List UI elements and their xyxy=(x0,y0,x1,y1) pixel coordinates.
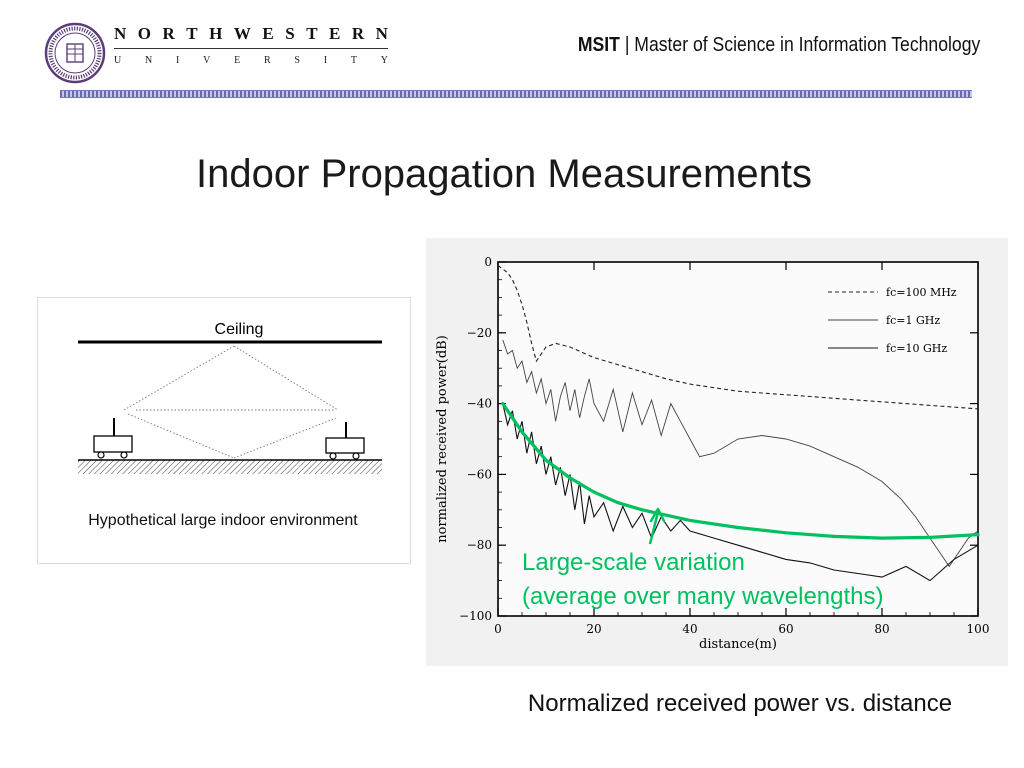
y-tick-label: 0 xyxy=(484,255,492,269)
annotation-line-2: (average over many wavelengths) xyxy=(522,583,884,610)
annotation-arrow-head xyxy=(649,507,666,523)
x-axis-label: distance(m) xyxy=(699,637,777,652)
series-line-fc-100-mhz xyxy=(497,265,979,410)
letter: E xyxy=(262,24,274,43)
diagram-drawing: Ceiling xyxy=(78,321,382,474)
legend-label: fc=10 GHz xyxy=(886,342,947,355)
letter: H xyxy=(209,24,223,43)
transmitter-cart xyxy=(93,418,133,459)
program-name: Master of Science in Information Technol… xyxy=(633,34,980,56)
y-tick-label: −60 xyxy=(467,467,492,481)
x-tick-label: 80 xyxy=(874,622,889,636)
program-abbr: MSIT xyxy=(577,34,620,56)
annotation-arrow-shaft xyxy=(648,511,660,545)
legend-label: fc=1 GHz xyxy=(886,314,940,327)
y-tick-label: −80 xyxy=(467,538,492,552)
plot-panel: 0 20 40 60 80 100 0 −20 −40 −60 −80 −100 distance(m)… xyxy=(426,238,1008,666)
letter: W xyxy=(233,24,251,43)
x-tick-label: 40 xyxy=(682,622,697,636)
propagation-paths xyxy=(123,345,339,459)
letter: T xyxy=(186,24,198,43)
x-tick-label: 60 xyxy=(778,622,793,636)
y-tick-label: −100 xyxy=(459,609,492,623)
letter: T xyxy=(350,55,357,66)
plot-caption: Normalized received power vs. distance xyxy=(527,690,953,717)
letter: R xyxy=(162,24,175,43)
letter: N xyxy=(375,24,388,43)
slide-title: Indoor Propagation Measurements xyxy=(196,152,812,196)
letter: E xyxy=(234,55,241,66)
y-axis-label: normalized received power(dB) xyxy=(435,335,450,543)
letter: R xyxy=(263,55,271,66)
y-tick-label: −20 xyxy=(467,326,492,340)
series-line-fc-1-ghz xyxy=(502,339,979,568)
ceiling-label: Ceiling xyxy=(215,321,264,338)
series-line-fc-10-ghz xyxy=(502,403,979,582)
letter: T xyxy=(306,24,318,43)
letter: R xyxy=(351,24,365,43)
power-distance-chart: 0 20 40 60 80 100 0 −20 −40 −60 −80 −100 distance(m)… xyxy=(435,255,990,652)
program-separator: | xyxy=(624,34,630,56)
letter: S xyxy=(294,55,300,66)
letter: V xyxy=(203,55,211,66)
header-band xyxy=(60,90,972,98)
x-tick-label: 100 xyxy=(967,622,990,636)
letter: I xyxy=(323,55,328,66)
floor-hatch xyxy=(78,460,382,474)
receiver-cart xyxy=(325,422,365,460)
letter: U xyxy=(114,55,122,66)
x-tick-label: 0 xyxy=(494,622,502,636)
indoor-environment-diagram: Ceiling xyxy=(37,297,411,564)
legend-label: fc=100 MHz xyxy=(886,286,957,299)
series-line-large-scale-variation xyxy=(501,402,980,540)
university-seal-icon xyxy=(44,22,106,84)
letter: O xyxy=(137,24,152,43)
annotation-line-1: Large-scale variation xyxy=(522,549,745,576)
letter: N xyxy=(145,55,153,66)
university-rule xyxy=(114,48,388,49)
letter: Y xyxy=(380,55,388,66)
program-heading: MSIT | Master of Science in Information … xyxy=(578,34,980,57)
letter: E xyxy=(329,24,341,43)
x-tick-label: 20 xyxy=(586,622,601,636)
letter: S xyxy=(285,24,295,43)
diagram-caption: Hypothetical large indoor environment xyxy=(88,512,358,529)
letter: I xyxy=(176,55,180,66)
letter: N xyxy=(114,24,127,43)
y-tick-label: −40 xyxy=(467,397,492,411)
